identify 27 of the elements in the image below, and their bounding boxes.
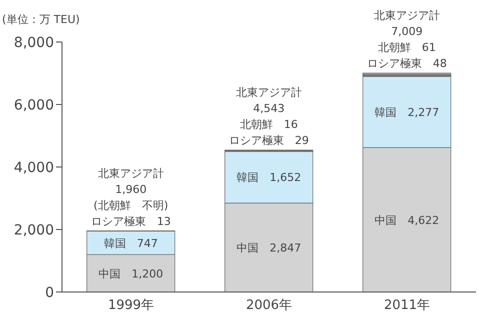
text: 北朝鮮 61 <box>378 41 436 54</box>
y-tick-label: 2,000 <box>14 222 54 238</box>
x-tick-label: 1999年 <box>108 298 154 314</box>
text: ロシア極東 48 <box>366 57 447 70</box>
total-label: 1,960 <box>115 182 147 196</box>
text: 韓国 747 <box>104 236 158 250</box>
y-tick-label: 8,000 <box>14 34 54 51</box>
text: 中国 2,847 <box>236 242 302 255</box>
x-tick-label: 2006年 <box>246 298 292 314</box>
annotation: (北朝鮮 不明) <box>94 198 168 212</box>
total-label: 4,543 <box>253 102 285 115</box>
y-tick-label: 4,000 <box>14 160 54 176</box>
x-tick-label: 2011年 <box>384 298 430 314</box>
y-tick-label: 6,000 <box>14 97 54 114</box>
text: 北朝鮮 16 <box>240 118 298 131</box>
text: 中国 1,200 <box>98 267 164 280</box>
y-axis-title: (単位：万 TEU) <box>2 12 80 27</box>
text: 北東アジア計 <box>374 9 440 22</box>
text: ロシア極東 13 <box>90 214 171 228</box>
annotation: 北東アジア計 <box>98 166 164 180</box>
text: 中国 4,622 <box>374 214 440 227</box>
text: 韓国 1,652 <box>236 171 302 184</box>
annotation: 北東アジア計 <box>236 86 302 99</box>
text: ロシア極東 29 <box>228 134 309 147</box>
y-tick-label: 0 <box>45 284 54 301</box>
text: 韓国 2,277 <box>374 106 440 119</box>
total-label: 7,009 <box>391 25 423 38</box>
